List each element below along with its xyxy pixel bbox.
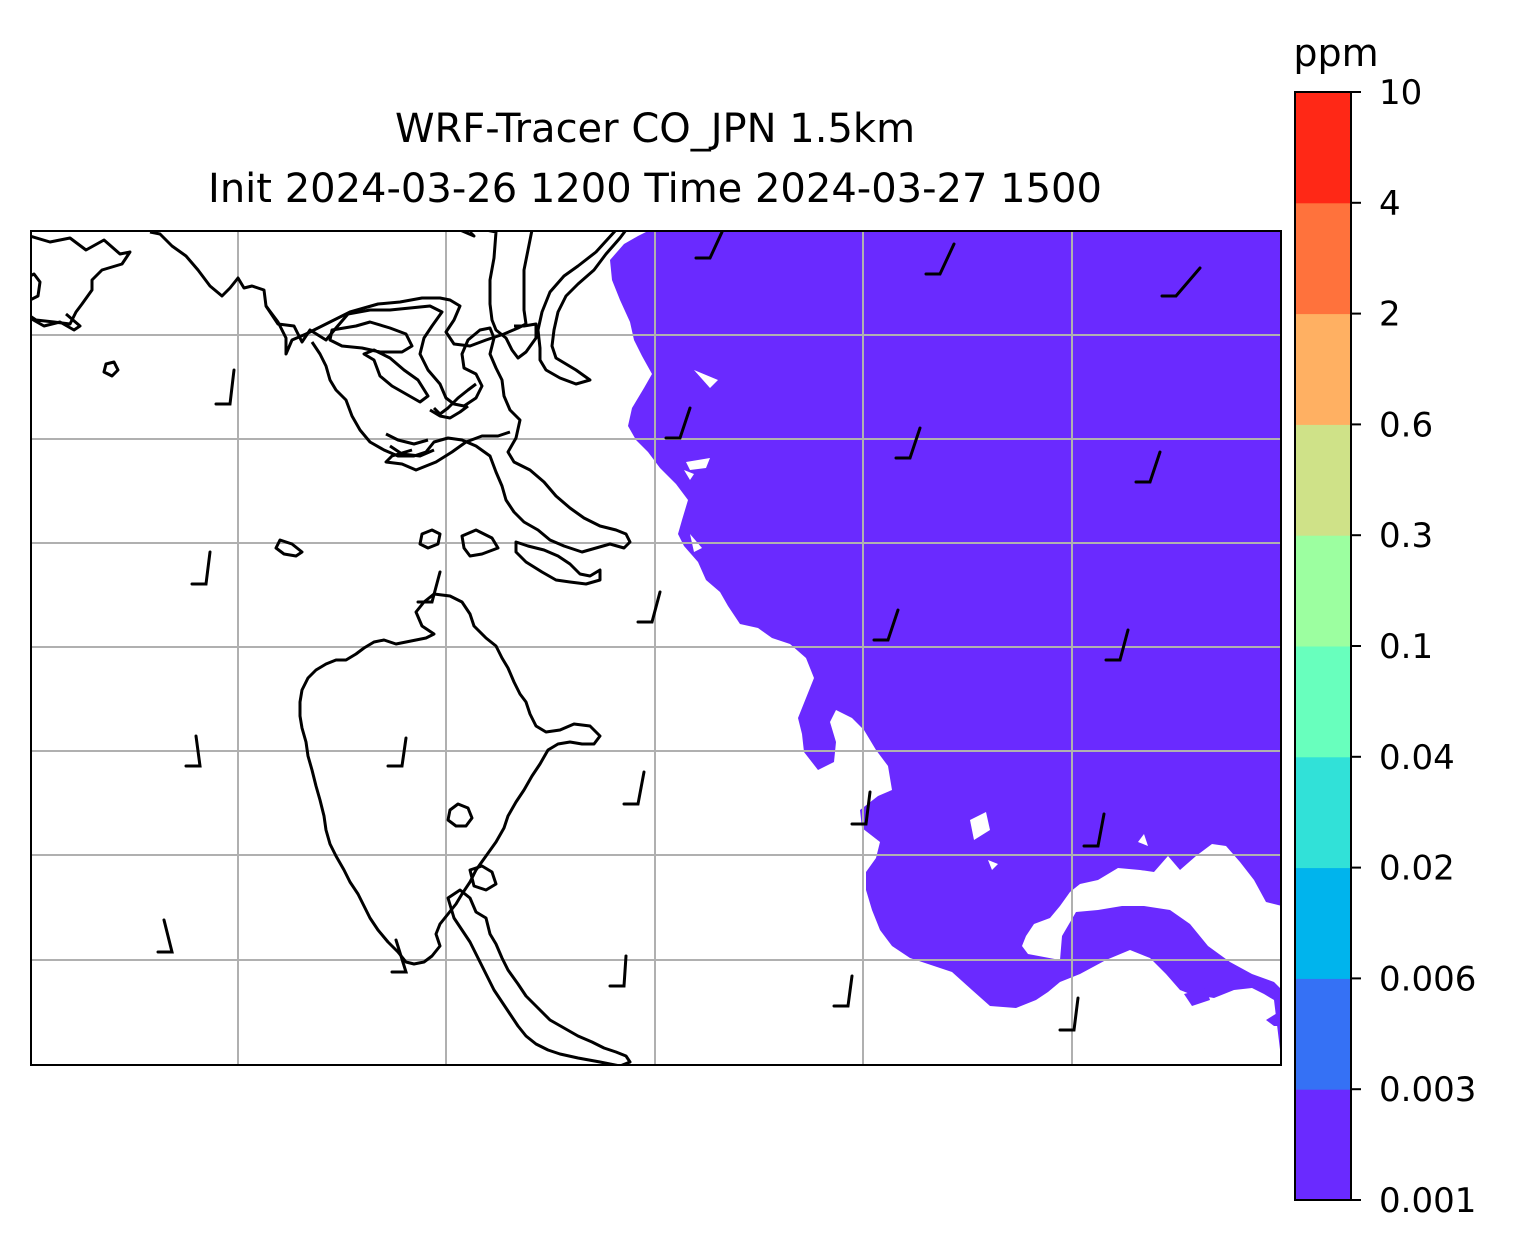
wind-barb xyxy=(832,974,854,1008)
colorbar-band xyxy=(1295,1089,1351,1201)
wind-barb xyxy=(622,770,646,806)
wind-barb xyxy=(636,590,662,624)
wind-barb xyxy=(416,570,442,604)
wind-barb xyxy=(694,230,724,260)
coastline-sea-islands xyxy=(446,802,498,892)
wind-barb xyxy=(924,242,956,276)
colorbar-ticks: 0.001 0.003 0.006 0.02 0.04 0.1 0.3 0.6 2 4 10 xyxy=(1351,73,1476,1221)
coastline-islands xyxy=(102,360,602,586)
wind-barb xyxy=(390,938,409,974)
plot-subtitle: Init 2024-03-26 1200 Time 2024-03-27 150… xyxy=(208,166,1102,212)
colorbar: ppm 0.001 0.003 0.006 0.02 0.04 0.1 0.3 0.6 2 4 10 xyxy=(1294,31,1476,1221)
wind-barb xyxy=(872,608,900,642)
plume-patch xyxy=(1266,1010,1282,1026)
colorbar-tick-label: 0.02 xyxy=(1379,849,1455,889)
wind-barb xyxy=(1058,996,1080,1032)
colorbar-band xyxy=(1295,756,1351,869)
map-frame xyxy=(30,230,1282,1066)
wind-barb xyxy=(664,406,692,440)
wind-barb xyxy=(214,368,236,406)
plume-gap xyxy=(684,470,694,480)
plume-gap xyxy=(786,880,802,892)
wind-barb xyxy=(1134,450,1162,484)
wind-barb xyxy=(850,790,872,826)
plume-gap xyxy=(970,812,990,840)
wind-barb xyxy=(608,954,628,988)
colorbar-tick-label: 10 xyxy=(1379,73,1422,113)
wind-barbs xyxy=(156,230,1202,1032)
colorbar-unit: ppm xyxy=(1294,31,1379,75)
colorbar-tick-label: 0.3 xyxy=(1379,516,1433,556)
colorbar-tick-label: 0.001 xyxy=(1379,1181,1476,1221)
map-panel xyxy=(30,230,1282,1066)
coastline-far-south xyxy=(446,888,632,1066)
plume-gap xyxy=(694,370,718,388)
colorbar-band xyxy=(1295,978,1351,1090)
colorbar-tick-label: 0.1 xyxy=(1379,627,1433,667)
colorbar-band xyxy=(1295,535,1351,647)
colorbar-tick-label: 2 xyxy=(1379,295,1401,335)
colorbar-band xyxy=(1295,867,1351,979)
wind-barb xyxy=(1082,812,1106,848)
colorbar-tick-label: 0.6 xyxy=(1379,405,1433,445)
coastline-south xyxy=(298,592,602,966)
wind-barb xyxy=(1104,628,1130,662)
colorbar-bands xyxy=(1295,92,1351,1201)
colorbar-tick-label: 0.006 xyxy=(1379,959,1476,999)
coastline xyxy=(30,230,632,1066)
plume-gap xyxy=(988,860,998,870)
wind-barb xyxy=(386,736,408,768)
colorbar-band xyxy=(1295,313,1351,425)
plume-gap xyxy=(1138,834,1148,846)
wind-barb xyxy=(184,734,202,768)
colorbar-band xyxy=(1295,424,1351,536)
gridlines xyxy=(30,230,1282,1066)
wind-barb xyxy=(1160,266,1202,298)
colorbar-band xyxy=(1295,92,1351,204)
colorbar-band xyxy=(1295,646,1351,758)
plume-gap xyxy=(686,458,710,470)
colorbar-band xyxy=(1295,202,1351,315)
plume-patch xyxy=(1184,988,1210,1006)
colorbar-tick-label: 0.04 xyxy=(1379,738,1455,778)
coastline-mainland xyxy=(30,230,534,356)
wind-barb xyxy=(156,918,174,954)
coastline-bay xyxy=(485,230,628,386)
coastline-peninsula xyxy=(264,304,632,554)
wind-barb xyxy=(894,426,922,460)
wind-barb xyxy=(190,550,212,586)
plot-title: WRF-Tracer CO_JPN 1.5km xyxy=(394,106,916,152)
colorbar-tick-label: 0.003 xyxy=(1379,1070,1476,1110)
coastline-inlets xyxy=(328,320,511,472)
colorbar-tick-label: 4 xyxy=(1379,184,1401,224)
